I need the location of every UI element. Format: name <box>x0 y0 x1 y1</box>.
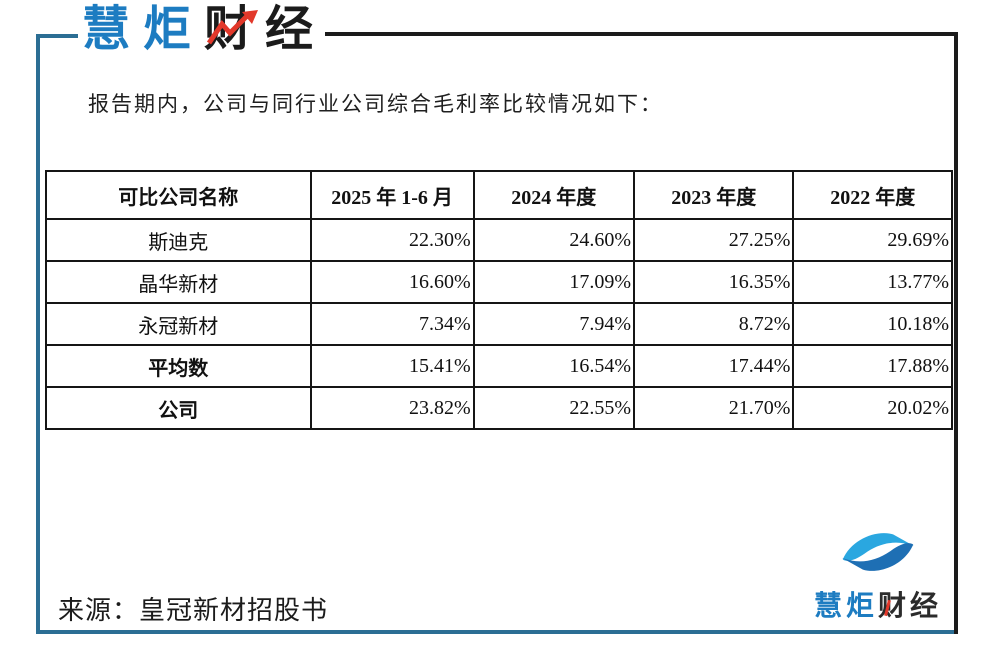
company-name-cell: 公司 <box>45 386 312 430</box>
value-cell: 21.70% <box>632 386 795 430</box>
frame-blue-left-line <box>36 36 40 634</box>
table-row: 公司 23.82% 22.55% 21.70% 20.02% <box>45 386 953 430</box>
value-cell: 17.09% <box>472 260 635 304</box>
value-cell: 20.02% <box>792 386 953 430</box>
value-cell: 16.54% <box>472 344 635 388</box>
frame-blue-top-stub <box>36 34 78 38</box>
value-cell: 13.77% <box>792 260 953 304</box>
brand-logo-top: 慧炬财经 <box>82 4 326 56</box>
brand-name-blue: 慧炬 <box>82 3 205 56</box>
frame-black-top-line <box>325 32 958 36</box>
company-name-cell: 晶华新材 <box>45 260 312 304</box>
value-cell: 7.34% <box>309 302 475 346</box>
stock-arrow-icon <box>206 10 258 45</box>
value-cell: 17.44% <box>632 344 795 388</box>
brand-name-bottom-blue: 慧炬 <box>813 590 878 621</box>
value-cell: 17.88% <box>792 344 953 388</box>
column-header: 2024 年度 <box>472 170 635 220</box>
value-cell: 22.30% <box>309 218 475 262</box>
value-cell: 22.55% <box>472 386 635 430</box>
comparison-table: 可比公司名称 2025 年 1-6 月 2024 年度 2023 年度 2022 年度斯… <box>45 170 953 430</box>
column-header: 2022 年度 <box>792 170 953 220</box>
table-row: 平均数 15.41% 16.54% 17.44% 17.88% <box>45 344 953 388</box>
source-line: 来源：皇冠新材招股书 <box>58 595 329 625</box>
value-cell: 15.41% <box>309 344 475 388</box>
intro-sentence: 报告期内，公司与同行业公司综合毛利率比较情况如下： <box>88 92 663 116</box>
company-name-cell: 斯迪克 <box>45 218 312 262</box>
frame-black-right-line <box>954 32 958 634</box>
column-header: 2025 年 1-6 月 <box>309 170 475 220</box>
value-cell: 23.82% <box>309 386 475 430</box>
value-cell: 10.18% <box>792 302 953 346</box>
company-name-cell: 平均数 <box>45 344 312 388</box>
company-name-cell: 永冠新材 <box>45 302 312 346</box>
table-header-row: 可比公司名称 2025 年 1-6 月 2024 年度 2023 年度 2022 年度 <box>45 170 953 220</box>
value-cell: 24.60% <box>472 218 635 262</box>
column-header: 可比公司名称 <box>45 170 312 220</box>
brand-name-bottom: 慧炬财经 <box>798 584 958 624</box>
value-cell: 7.94% <box>472 302 635 346</box>
value-cell: 16.35% <box>632 260 795 304</box>
frame-blue-bottom-line <box>36 630 958 634</box>
table-row: 晶华新材 16.60% 17.09% 16.35% 13.77% <box>45 260 953 304</box>
table-row: 斯迪克 22.30% 24.60% 27.25% 29.69% <box>45 218 953 262</box>
column-header: 2023 年度 <box>632 170 795 220</box>
brand-name-dark: 财经 <box>204 3 327 56</box>
brand-logo-bottom: 慧炬财经 <box>798 526 958 624</box>
value-cell: 29.69% <box>792 218 953 262</box>
value-cell: 16.60% <box>309 260 475 304</box>
brand-swirl-icon <box>841 533 915 571</box>
table-row: 永冠新材 7.34% 7.94% 8.72% 10.18% <box>45 302 953 346</box>
value-cell: 27.25% <box>632 218 795 262</box>
value-cell: 8.72% <box>632 302 795 346</box>
